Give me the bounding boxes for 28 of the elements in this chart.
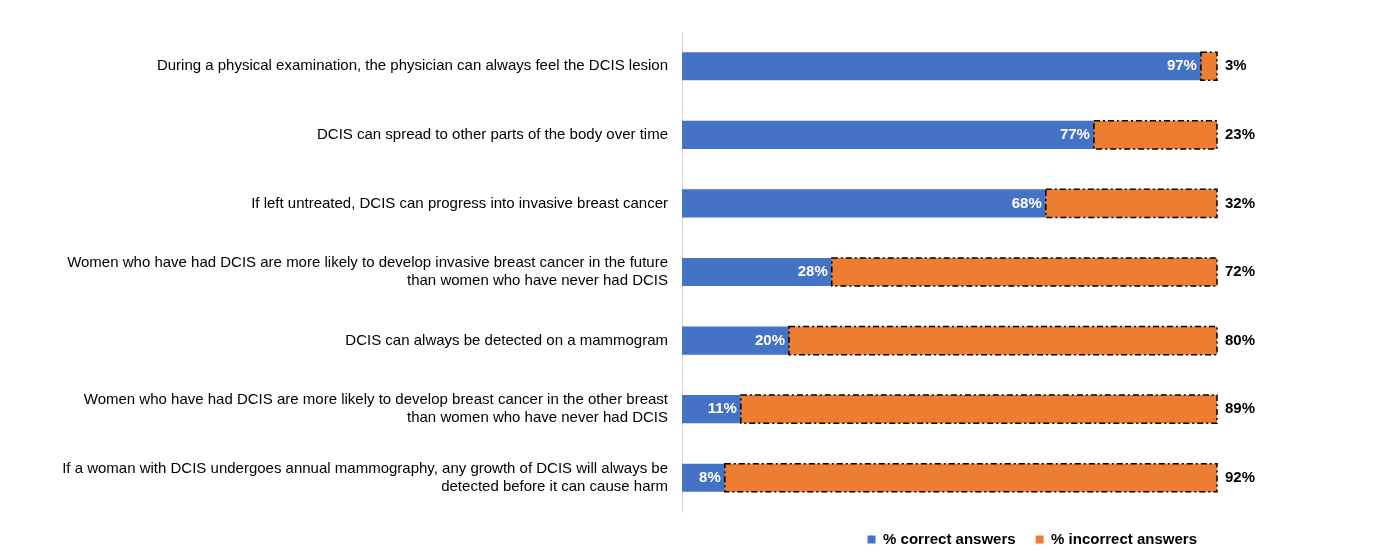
y-tick-label: DCIS can always be detected on a mammogram xyxy=(345,330,668,348)
data-label: 68% xyxy=(1011,193,1042,211)
legend-label: % incorrect answers xyxy=(1051,529,1198,547)
y-tick-label: If left untreated, DCIS can progress into invasive breast cancer xyxy=(251,193,668,211)
data-label: 28% xyxy=(797,262,828,280)
data-label: 3% xyxy=(1225,56,1247,74)
y-tick-label: Women who have had DCIS are more likely to develop breast cancer in the other breast than women who have never had DCIS xyxy=(83,390,669,426)
data-label: 97% xyxy=(1166,56,1197,74)
data-label: 23% xyxy=(1225,125,1256,142)
bar xyxy=(682,257,832,287)
data-label: 89% xyxy=(1225,399,1256,417)
data-label: 80% xyxy=(1225,330,1256,348)
bar xyxy=(682,189,1046,218)
data-label: 8% xyxy=(699,467,721,485)
data-label: 77% xyxy=(1059,125,1090,142)
bar xyxy=(682,326,789,355)
data-label: 20% xyxy=(754,330,785,348)
bar xyxy=(682,120,1094,149)
data-label: 72% xyxy=(1225,262,1256,280)
y-tick-label: Women who have had DCIS are more likely to develop invasive breast cancer in the future than women who have never had DCIS xyxy=(67,253,668,289)
data-label: 11% xyxy=(707,399,737,417)
legend-label: % correct answers xyxy=(883,529,1016,547)
y-tick-label: DCIS can spread to other parts of the body over time xyxy=(316,125,668,142)
bar xyxy=(682,52,1201,81)
y-tick-label: During a physical examination, the physician can always feel the DCIS lesion xyxy=(156,56,668,74)
data-label: 92% xyxy=(1225,467,1256,485)
data-label: 32% xyxy=(1225,193,1256,211)
y-tick-label: If a woman with DCIS undergoes annual mammography, any growth of DCIS will always be detected before it can cause harm xyxy=(62,458,668,494)
